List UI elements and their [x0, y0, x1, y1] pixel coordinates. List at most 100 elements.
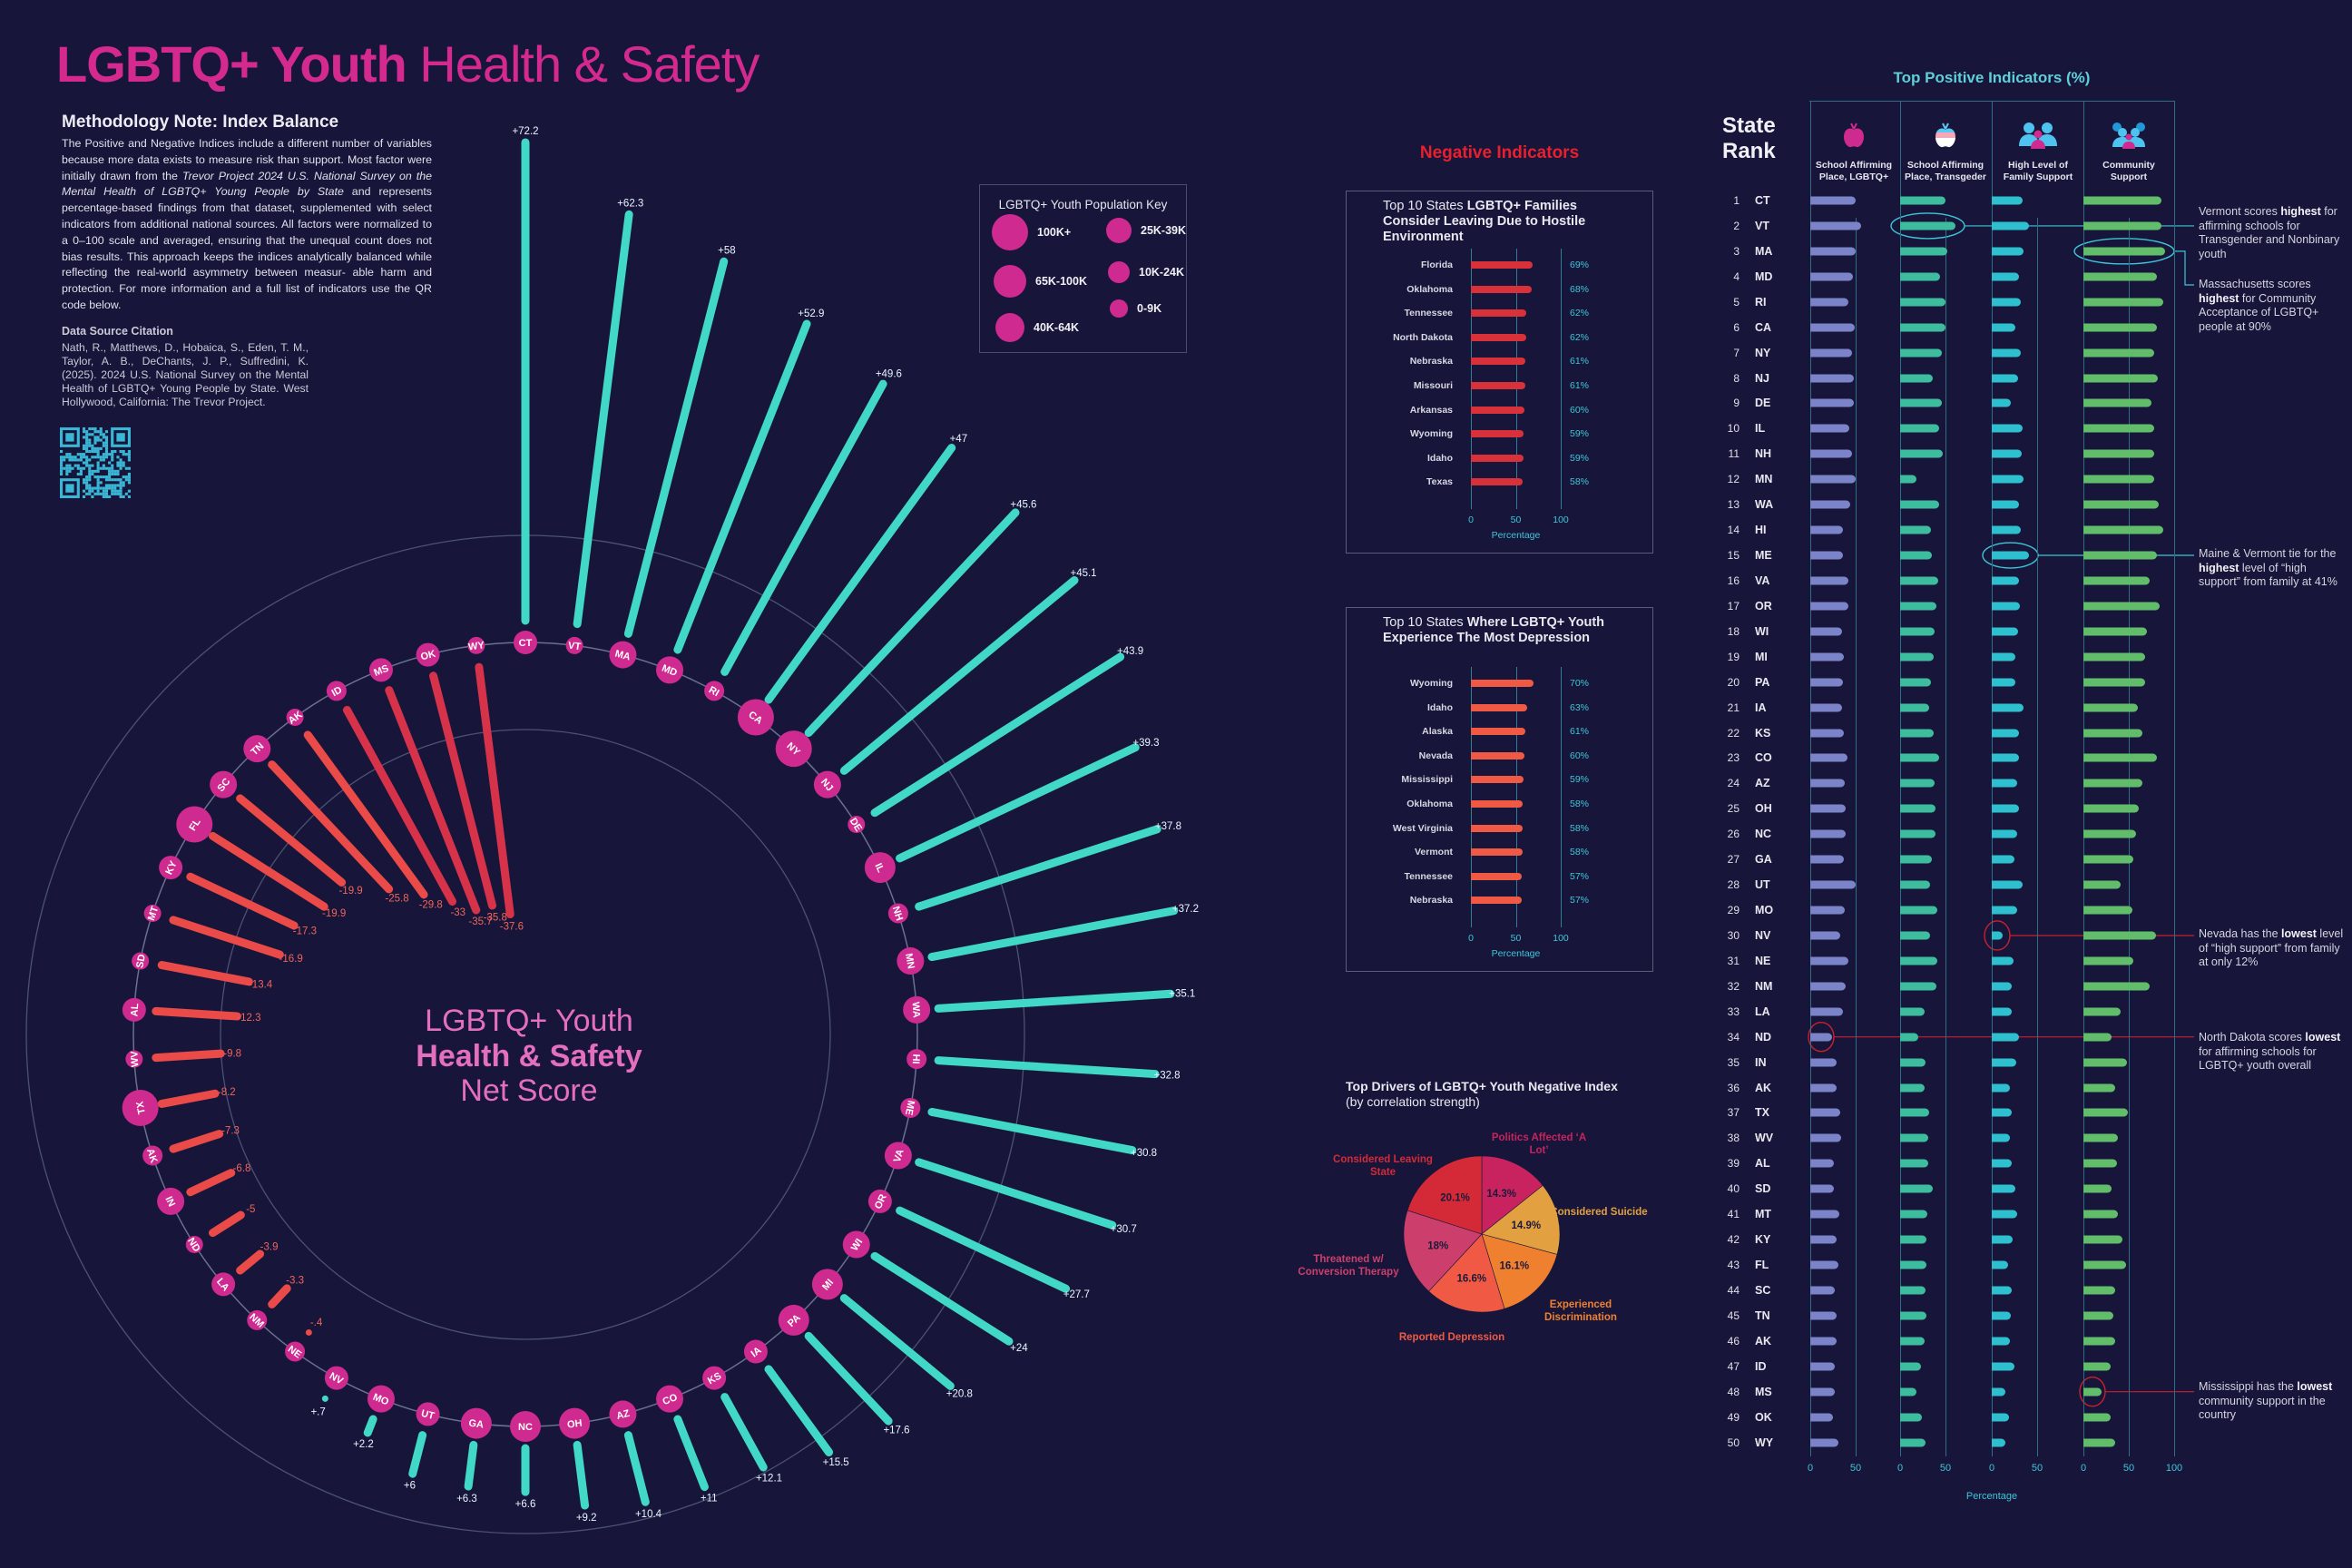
state-population-bubble[interactable] [243, 735, 271, 763]
state-abbr: ME [903, 1100, 916, 1116]
state-population-bubble[interactable] [159, 856, 183, 880]
state-population-bubble[interactable] [656, 1385, 684, 1413]
state-population-bubble[interactable] [897, 947, 925, 975]
state-population-bubble[interactable] [467, 636, 485, 654]
score-bar [927, 906, 1179, 962]
annotation-text: lowest [2281, 927, 2317, 940]
state-population-bubble[interactable] [122, 1089, 159, 1126]
x-tick-label: 50 [1849, 1463, 1862, 1474]
state-rank-number: 21 [1727, 701, 1740, 714]
state-population-bubble[interactable] [185, 1235, 203, 1253]
state-population-bubble[interactable] [176, 806, 213, 843]
column-header-line: School Affirming [1906, 160, 1984, 171]
state-population-bubble[interactable] [737, 699, 774, 736]
x-tick-label: 50 [1510, 933, 1522, 944]
state-population-bubble[interactable] [842, 1230, 870, 1259]
annotation-text: highest [2199, 291, 2239, 305]
state-population-bubble[interactable] [514, 631, 537, 654]
state-abbr: WA [1755, 498, 1774, 512]
state-population-bubble[interactable] [906, 1049, 927, 1070]
state-population-bubble[interactable] [460, 1407, 492, 1439]
state-fl-mark: -19.9FL [176, 806, 346, 919]
state-population-bubble[interactable] [609, 1400, 637, 1428]
x-tick-label: 0 [2080, 1463, 2087, 1474]
pie-slice-value: 18% [1427, 1241, 1448, 1252]
state-population-bubble[interactable] [416, 1402, 440, 1426]
annotation-text: Maine & Vermont tie for the [2199, 547, 2337, 560]
state-abbr: NH [890, 905, 905, 922]
state-population-bubble[interactable] [884, 1142, 912, 1170]
state-abbr: AK [1755, 1081, 1772, 1094]
indicator-bar [1900, 1286, 1926, 1295]
state-population-bubble[interactable] [656, 656, 684, 684]
state-population-bubble[interactable] [903, 995, 931, 1024]
pie-slice [1428, 1233, 1505, 1313]
state-rank-number: 34 [1727, 1030, 1740, 1044]
state-population-bubble[interactable] [811, 1269, 843, 1300]
state-population-bubble[interactable] [778, 1304, 809, 1336]
state-population-bubble[interactable] [122, 997, 146, 1022]
state-tx-mark: -8.2 TX [122, 1087, 236, 1126]
qr-code-icon[interactable] [60, 427, 131, 498]
indicator-bar [1900, 298, 1945, 307]
state-population-bubble[interactable] [864, 852, 896, 884]
score-label: +45.6 [1010, 499, 1036, 510]
state-population-bubble[interactable] [211, 1272, 236, 1297]
value-label: 60% [1570, 750, 1590, 761]
state-population-bubble[interactable] [848, 816, 866, 834]
state-population-bubble[interactable] [702, 1366, 727, 1390]
state-population-bubble[interactable] [900, 1097, 921, 1118]
state-population-bubble[interactable] [368, 658, 393, 682]
state-population-bubble[interactable] [813, 770, 841, 799]
state-abbr: NV [1755, 928, 1771, 942]
state-rank-number: 8 [1733, 371, 1740, 385]
state-sc-mark: -19.9SC [210, 770, 363, 897]
pie-slice [1481, 1155, 1544, 1235]
state-population-bubble[interactable] [142, 1145, 163, 1166]
state-population-bubble[interactable] [559, 1407, 591, 1439]
indicator-bar [1992, 1083, 2010, 1093]
state-population-bubble[interactable] [157, 1187, 185, 1215]
state-rank-number: 36 [1727, 1081, 1740, 1094]
citation-heading: Data Source Citation [62, 325, 173, 338]
state-abbr: FL [1755, 1259, 1769, 1272]
x-tick-label: 0 [1468, 514, 1474, 525]
category-label: Tennessee [1404, 308, 1454, 319]
state-rank-number: 40 [1727, 1182, 1740, 1196]
indicator-bar [1900, 247, 1947, 256]
indicator-bar [1992, 1133, 2010, 1142]
state-population-bubble[interactable] [887, 903, 908, 924]
state-population-bubble[interactable] [609, 641, 637, 669]
score-bar [764, 444, 956, 704]
indicator-bar [1900, 678, 1931, 687]
annotation-text: Massachusetts scores [2199, 278, 2311, 290]
population-key-label: 65K-100K [1035, 275, 1087, 288]
state-population-bubble[interactable] [704, 681, 725, 701]
state-population-bubble[interactable] [775, 730, 812, 768]
state-population-bubble[interactable] [132, 952, 150, 970]
state-population-bubble[interactable] [143, 905, 162, 923]
state-population-bubble[interactable] [565, 636, 583, 654]
indicator-bar [1810, 323, 1855, 332]
indicator-bar [1900, 931, 1930, 940]
state-population-bubble[interactable] [324, 1366, 348, 1390]
state-population-bubble[interactable] [210, 770, 238, 799]
state-population-bubble[interactable] [125, 1050, 143, 1068]
state-population-bubble[interactable] [326, 681, 347, 701]
state-population-bubble[interactable] [743, 1339, 768, 1364]
state-abbr: MO [1755, 904, 1774, 917]
state-population-bubble[interactable] [247, 1309, 268, 1330]
score-label: +35.1 [1169, 988, 1195, 999]
state-population-bubble[interactable] [510, 1411, 541, 1442]
indicator-bar [1992, 449, 2022, 458]
state-population-bubble[interactable] [367, 1385, 395, 1413]
state-population-bubble[interactable] [285, 1341, 306, 1362]
state-population-bubble[interactable] [416, 642, 440, 667]
state-population-bubble[interactable] [286, 709, 304, 727]
state-abbr: VA [892, 1148, 906, 1164]
annotation-text: Vermont scores [2199, 205, 2281, 218]
x-tick-label: 0 [1988, 1463, 1995, 1474]
bar [1471, 848, 1524, 857]
state-population-bubble[interactable] [867, 1189, 892, 1213]
indicator-bar [1992, 652, 2015, 662]
